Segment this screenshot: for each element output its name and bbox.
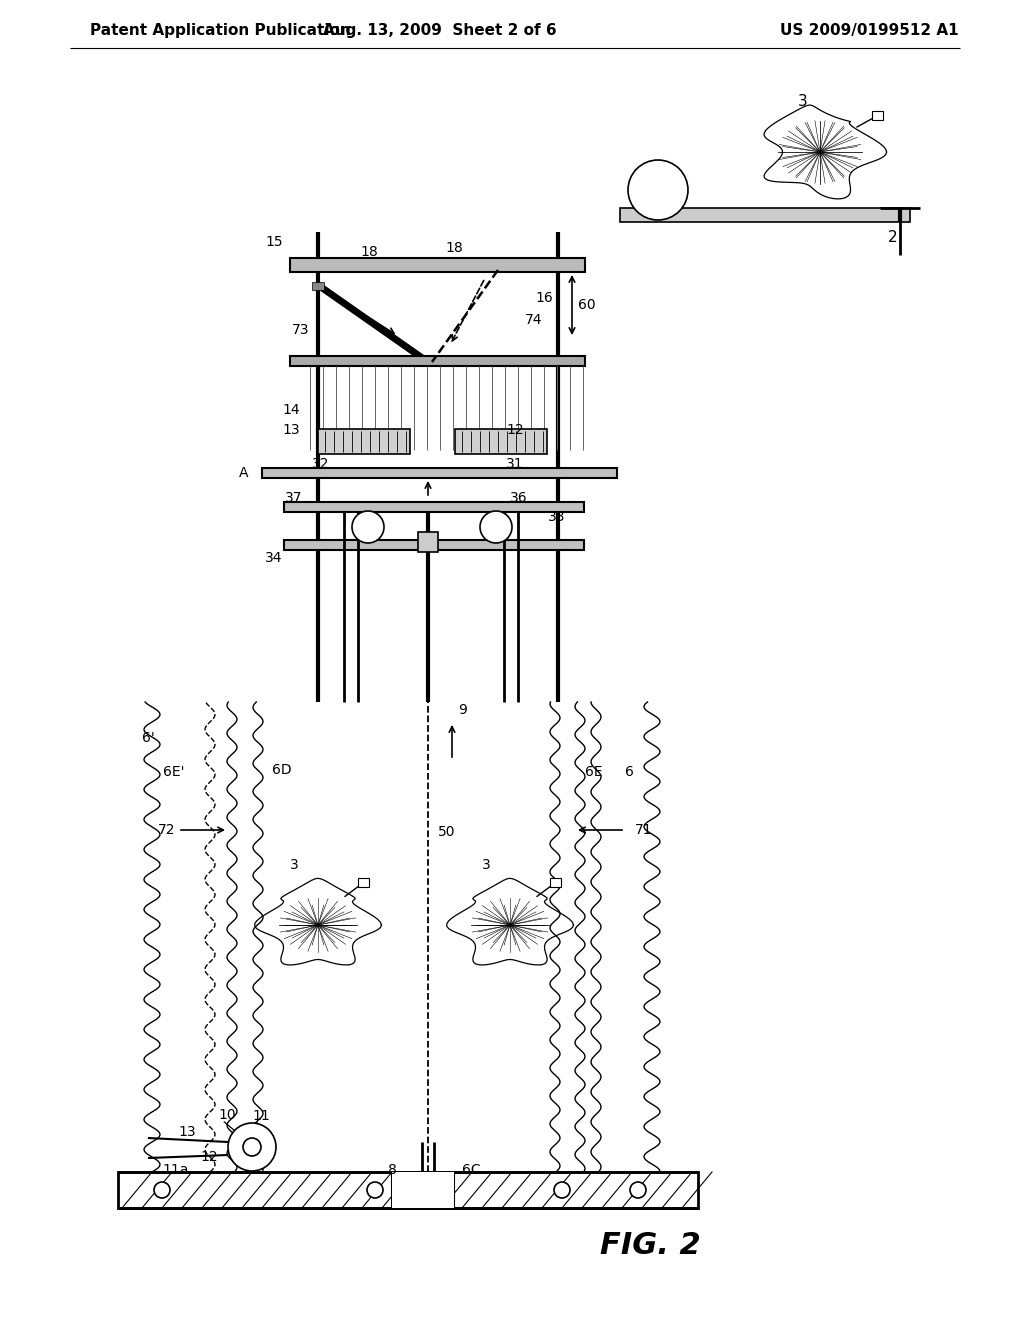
Text: FIG. 2: FIG. 2 [600,1230,700,1259]
Text: 6C: 6C [462,1163,480,1177]
Text: Patent Application Publication: Patent Application Publication [90,22,351,37]
Text: 71: 71 [635,822,652,837]
Text: 15: 15 [265,235,283,249]
Circle shape [480,511,512,543]
Text: 2: 2 [888,231,898,246]
Text: 60: 60 [578,298,596,312]
Bar [418,532,438,552]
Text: 6: 6 [625,766,634,779]
Circle shape [352,511,384,543]
Bar [358,878,369,887]
Text: 6': 6' [142,731,155,744]
Text: 11: 11 [252,1109,269,1123]
Text: 16: 16 [535,290,553,305]
Text: 18: 18 [445,242,463,255]
Text: 33: 33 [548,510,565,524]
Text: 9: 9 [458,704,467,717]
Bar [284,502,584,512]
Bar [284,540,584,550]
Bar [550,878,561,887]
Text: 10: 10 [218,1107,236,1122]
Text: 11a: 11a [162,1163,188,1177]
Text: 3: 3 [290,858,299,873]
Circle shape [367,1181,383,1199]
Text: 14: 14 [282,403,300,417]
Text: 6E': 6E' [163,766,184,779]
Text: 72: 72 [158,822,175,837]
Text: Aug. 13, 2009  Sheet 2 of 6: Aug. 13, 2009 Sheet 2 of 6 [324,22,557,37]
Circle shape [228,1123,276,1171]
Text: 12: 12 [200,1150,218,1164]
Text: 8: 8 [388,1163,397,1177]
Bar [290,257,585,272]
Text: 18: 18 [360,246,378,259]
Bar [290,356,585,366]
Text: 32: 32 [312,457,330,471]
Text: 74: 74 [525,313,543,327]
Text: 34: 34 [265,550,283,565]
Circle shape [630,1181,646,1199]
Text: 36: 36 [510,491,527,506]
Text: 13: 13 [178,1125,196,1139]
Circle shape [154,1181,170,1199]
Text: 50: 50 [438,825,456,840]
Circle shape [554,1181,570,1199]
Text: 6D: 6D [272,763,292,777]
Text: 12: 12 [506,422,523,437]
Text: 6E: 6E [585,766,603,779]
Bar [392,1172,454,1208]
Text: 3: 3 [798,95,808,110]
Text: US 2009/0199512 A1: US 2009/0199512 A1 [780,22,958,37]
Bar [620,209,910,222]
Bar [455,429,547,454]
Text: 73: 73 [292,323,309,337]
Bar [262,469,617,478]
Text: 13: 13 [282,422,300,437]
Text: A: A [239,466,248,480]
Circle shape [628,160,688,220]
Bar [118,1172,698,1208]
Text: 3: 3 [482,858,490,873]
Bar [318,429,410,454]
Text: 37: 37 [285,491,302,506]
Text: 31: 31 [506,457,523,471]
Circle shape [243,1138,261,1156]
Bar [312,282,324,290]
Bar [872,111,883,120]
